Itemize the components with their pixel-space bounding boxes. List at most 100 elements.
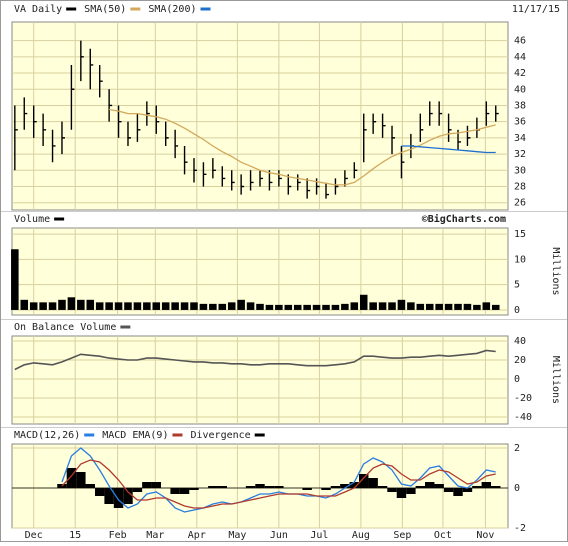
divergence-bar xyxy=(481,482,492,488)
price-bar xyxy=(108,89,113,122)
divergence-bar xyxy=(189,488,199,490)
y-tick-label: 2 xyxy=(514,443,520,454)
volume-bar xyxy=(425,303,434,310)
divergence-bar xyxy=(453,488,463,496)
volume-bar xyxy=(369,302,377,310)
price-bar xyxy=(98,64,103,98)
divergence-bar xyxy=(104,488,114,504)
volume-bar xyxy=(491,304,500,310)
price-bar xyxy=(400,145,405,179)
y-tick-label: 0 xyxy=(514,483,520,494)
price-bar xyxy=(174,129,179,159)
price-bar xyxy=(70,64,75,130)
volume-bar xyxy=(20,299,29,310)
divergence-bar xyxy=(406,488,416,494)
price-bar xyxy=(325,182,330,199)
divergence-bar xyxy=(377,486,388,488)
price-bar xyxy=(353,162,358,179)
price-bar xyxy=(268,170,273,191)
divergence-bar xyxy=(359,474,369,488)
price-bar xyxy=(466,125,471,146)
price-bar xyxy=(231,170,235,191)
y-tick-label: 5 xyxy=(514,280,520,291)
price-bar xyxy=(485,101,490,126)
y-tick-label: 32 xyxy=(514,149,526,160)
x-tick-label: Oct xyxy=(434,530,452,541)
panel-background xyxy=(11,335,509,425)
panel-background xyxy=(11,227,509,316)
y-axis-label: Millions xyxy=(550,356,561,404)
price-bar xyxy=(429,101,433,126)
volume-bar xyxy=(444,303,453,310)
price-bar xyxy=(61,121,65,155)
volume-bar xyxy=(482,302,491,310)
y-tick-label: 36 xyxy=(514,117,526,128)
divergence-bar xyxy=(443,488,454,492)
volume-bar xyxy=(152,302,161,310)
x-tick-label: Jun xyxy=(270,530,288,541)
divergence-bar xyxy=(76,472,86,488)
price-bar xyxy=(249,170,254,191)
price-bar xyxy=(165,121,169,146)
volume-bar xyxy=(143,302,151,310)
macd-line xyxy=(61,459,496,509)
price-bar xyxy=(42,113,47,146)
price-bar xyxy=(146,101,150,126)
legend-label: Volume xyxy=(14,214,50,225)
price-bar xyxy=(51,129,56,163)
y-tick-label: 38 xyxy=(514,100,526,111)
volume-bar xyxy=(407,302,415,310)
chart-date: 11/17/15 xyxy=(512,4,560,15)
legend-label: MACD(12,26) xyxy=(14,430,80,441)
divergence-bar xyxy=(151,482,161,488)
volume-bar xyxy=(265,304,274,310)
legend-label: SMA(50) xyxy=(84,4,126,15)
price-bar xyxy=(240,174,245,195)
price-bar xyxy=(183,145,188,175)
x-tick-label: Mar xyxy=(146,530,164,541)
price-bar xyxy=(287,174,292,195)
price-bar xyxy=(155,105,160,134)
divergence-bar xyxy=(66,468,77,488)
divergence-bar xyxy=(217,486,227,488)
divergence-bar xyxy=(396,488,407,498)
volume-bar xyxy=(246,302,255,310)
panel-header-line xyxy=(1,319,567,320)
divergence-bar xyxy=(264,486,275,488)
legend-swatch xyxy=(84,433,95,437)
volume-bar xyxy=(359,294,368,310)
price-bar xyxy=(136,113,141,142)
divergence-bar xyxy=(302,488,312,490)
volume-bar xyxy=(293,304,302,310)
volume-bar xyxy=(114,302,123,310)
panel-header-line xyxy=(1,211,567,212)
y-tick-label: 44 xyxy=(514,52,526,63)
legend-swatch xyxy=(130,7,141,11)
y-tick-label: 46 xyxy=(514,36,526,47)
volume-bar xyxy=(67,297,76,310)
divergence-bar xyxy=(245,486,256,488)
volume-bar xyxy=(133,302,142,310)
divergence-bar xyxy=(170,488,180,494)
volume-bar xyxy=(105,302,113,310)
price-bar xyxy=(127,121,131,146)
x-tick-label: 15 xyxy=(69,530,81,541)
volume-bar xyxy=(341,303,349,310)
volume-bar xyxy=(77,299,85,310)
y-tick-label: -20 xyxy=(514,393,532,404)
volume-bar xyxy=(435,303,443,310)
divergence-bar xyxy=(491,486,501,488)
y-tick-label: 30 xyxy=(514,165,526,176)
volume-bar xyxy=(416,303,425,310)
legend-label: Divergence xyxy=(190,430,250,441)
price-bar xyxy=(193,158,197,183)
volume-bar xyxy=(29,302,38,310)
x-tick-label: Apr xyxy=(188,530,206,541)
volume-bar xyxy=(86,299,95,310)
y-tick-label: 15 xyxy=(514,229,526,240)
panel-header-line xyxy=(1,427,567,428)
price-bar xyxy=(259,170,263,187)
y-tick-label: 40 xyxy=(514,84,526,95)
